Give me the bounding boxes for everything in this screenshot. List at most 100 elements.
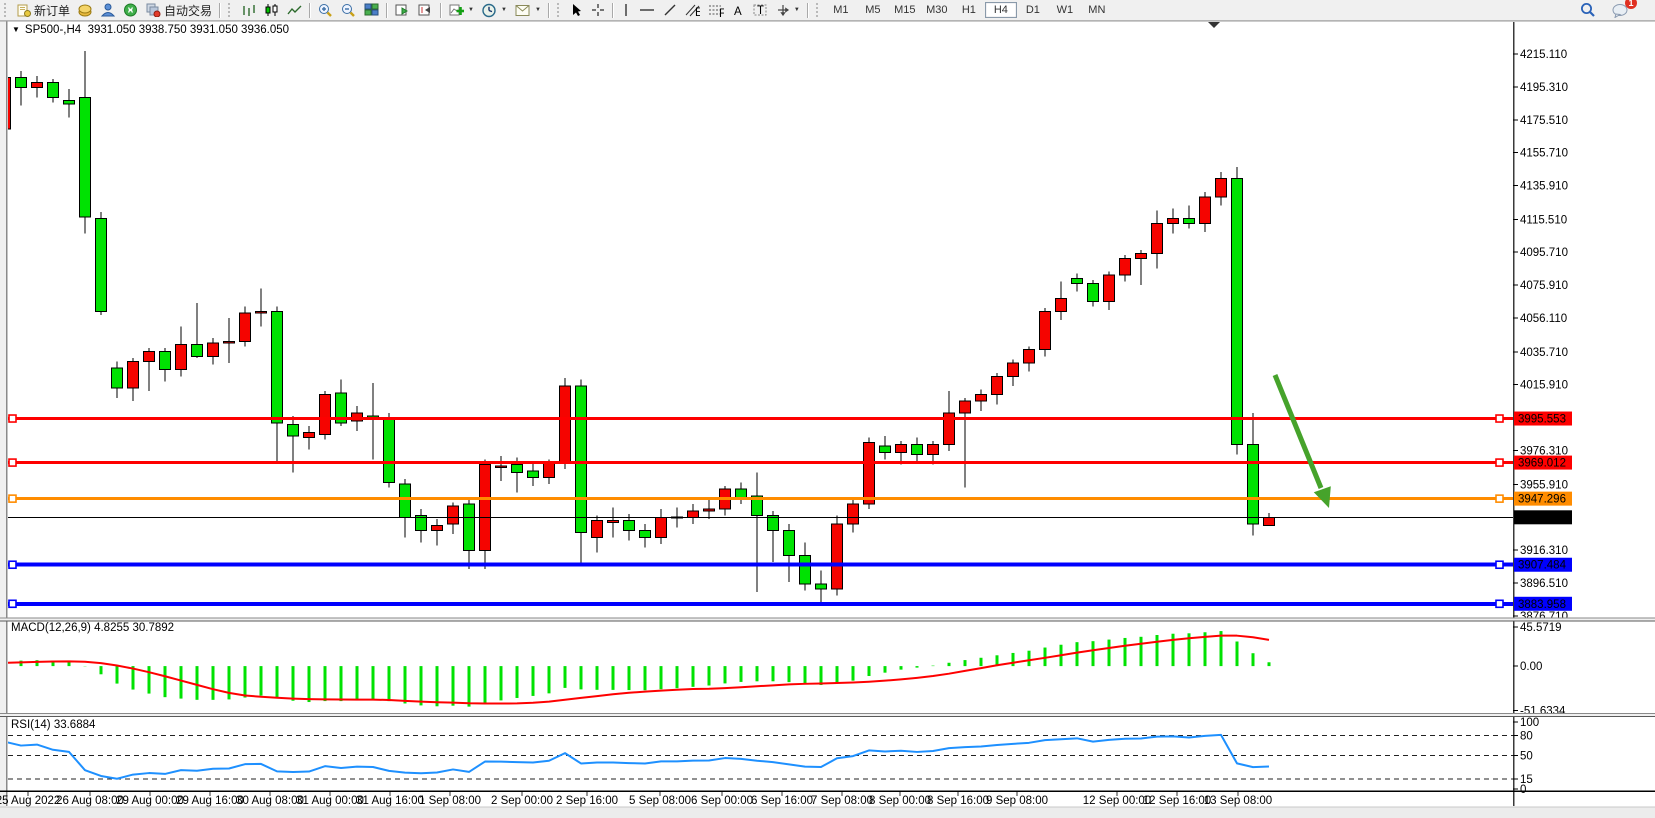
toolbar-separator bbox=[547, 2, 550, 18]
candle-body bbox=[543, 462, 555, 479]
timeframe-button-M5[interactable]: M5 bbox=[865, 4, 881, 16]
hline-handle[interactable] bbox=[1495, 458, 1504, 467]
toolbar-separator bbox=[386, 2, 389, 18]
symbol-dropdown-icon[interactable]: ▼ bbox=[12, 25, 20, 34]
accounts-button[interactable] bbox=[97, 0, 119, 20]
channel-tool-button[interactable]: E bbox=[681, 0, 704, 20]
candle-body bbox=[1119, 257, 1131, 276]
timeframe-button-D1[interactable]: D1 bbox=[1025, 4, 1040, 16]
chat-button[interactable]: 1 bbox=[1608, 0, 1637, 20]
hline-3936.050[interactable] bbox=[8, 516, 1513, 518]
new-order-button[interactable]: 新订单 bbox=[13, 0, 74, 20]
toolbar-grip[interactable] bbox=[556, 3, 563, 17]
candle-body bbox=[1247, 443, 1259, 525]
hline-3995.553[interactable] bbox=[8, 417, 1513, 421]
toolbar-grip[interactable] bbox=[228, 3, 234, 17]
toolbar-separator bbox=[806, 2, 809, 18]
price-tick-label: 3916.310 bbox=[1520, 545, 1568, 557]
signals-button[interactable] bbox=[119, 0, 142, 20]
hline-3907.484[interactable] bbox=[8, 562, 1513, 567]
candle-body bbox=[1103, 274, 1115, 303]
candle-body bbox=[399, 483, 411, 518]
hline-handle[interactable] bbox=[1495, 494, 1504, 503]
periods-button[interactable]: ▼ bbox=[478, 0, 511, 20]
indicators-button[interactable]: ▼ bbox=[445, 0, 478, 20]
time-axis-label: 2 Sep 16:00 bbox=[556, 795, 618, 807]
timeframe-button-H1[interactable]: H1 bbox=[961, 4, 976, 16]
bar-chart-button[interactable] bbox=[237, 0, 260, 20]
timeframe-button-M15[interactable]: M15 bbox=[894, 4, 916, 16]
candle-body bbox=[511, 463, 523, 474]
timeframe-button-H4[interactable]: H4 bbox=[984, 2, 1017, 18]
horizontal-line-tool-button[interactable] bbox=[635, 0, 659, 20]
toolbar-grip[interactable] bbox=[4, 3, 10, 17]
hline-handle[interactable] bbox=[8, 494, 17, 503]
hline-handle[interactable] bbox=[8, 414, 17, 423]
hline-3883.958[interactable] bbox=[8, 601, 1513, 606]
text-label-tool-button[interactable]: T bbox=[749, 0, 772, 20]
template-icon bbox=[515, 4, 531, 17]
candle-body bbox=[383, 417, 395, 484]
hline-handle[interactable] bbox=[8, 599, 17, 609]
price-tick-label: 3955.910 bbox=[1520, 479, 1568, 491]
hline-handle[interactable] bbox=[1495, 599, 1504, 609]
candle-body bbox=[815, 583, 827, 590]
candle-body bbox=[991, 375, 1003, 396]
vertical-line-tool-button[interactable] bbox=[617, 0, 635, 20]
time-axis-label: 12 Sep 16:00 bbox=[1143, 795, 1211, 807]
hline-handle[interactable] bbox=[8, 458, 17, 467]
autotrade-button[interactable]: 自动交易 bbox=[142, 0, 216, 20]
arrows-tool-button[interactable]: ▼ bbox=[772, 0, 804, 20]
fibonacci-tool-button[interactable]: F bbox=[704, 0, 728, 20]
text-tool-button[interactable]: A bbox=[728, 0, 749, 20]
chart-shift-marker[interactable] bbox=[1208, 22, 1220, 28]
hline-handle[interactable] bbox=[1495, 560, 1504, 570]
cursor-tool-button[interactable] bbox=[566, 0, 587, 20]
svg-text:F: F bbox=[719, 8, 724, 17]
hline-3947.296[interactable] bbox=[8, 497, 1513, 501]
timeframe-button-MN[interactable]: MN bbox=[1088, 4, 1106, 16]
notification-badge: 1 bbox=[1625, 0, 1637, 9]
tile-windows-button[interactable] bbox=[360, 0, 383, 20]
timeframe-button-M1[interactable]: M1 bbox=[833, 4, 849, 16]
candle-body bbox=[1199, 196, 1211, 225]
candlestick-chart-button[interactable] bbox=[260, 0, 283, 20]
candle-body bbox=[303, 432, 315, 439]
hline-handle[interactable] bbox=[1495, 414, 1504, 423]
svg-text:3969.012: 3969.012 bbox=[1518, 458, 1566, 470]
time-axis-label: 25 Aug 2022 bbox=[0, 795, 60, 807]
candle-body bbox=[1055, 297, 1067, 313]
chart-shift-icon bbox=[418, 3, 433, 17]
hline-handle[interactable] bbox=[8, 560, 17, 570]
hline-3969.012[interactable] bbox=[8, 461, 1513, 465]
main-toolbar: 新订单 自动交易 bbox=[0, 0, 1655, 21]
candle-body bbox=[335, 392, 347, 424]
market-watch-button[interactable] bbox=[74, 0, 97, 20]
trendline-tool-button[interactable] bbox=[659, 0, 681, 20]
search-button[interactable] bbox=[1576, 0, 1600, 20]
candle-body bbox=[143, 350, 155, 362]
zoom-out-button[interactable] bbox=[337, 0, 360, 20]
time-axis-label: 1 Sep 08:00 bbox=[419, 795, 481, 807]
candle-body bbox=[1007, 362, 1019, 377]
candle-body bbox=[1215, 178, 1227, 198]
auto-scroll-button[interactable] bbox=[391, 0, 414, 20]
candle-body bbox=[927, 443, 939, 455]
candle-body bbox=[351, 412, 363, 422]
timeframe-button-W1[interactable]: W1 bbox=[1056, 4, 1074, 16]
line-chart-button[interactable] bbox=[283, 0, 306, 20]
toolbar-grip[interactable] bbox=[815, 3, 822, 17]
chart-shift-button[interactable] bbox=[414, 0, 437, 20]
crosshair-tool-button[interactable] bbox=[587, 0, 609, 20]
candle-body bbox=[271, 311, 283, 424]
zoom-out-icon bbox=[341, 3, 356, 18]
arrow-annotation[interactable] bbox=[1272, 374, 1331, 508]
candle-body bbox=[703, 508, 715, 512]
candle-body bbox=[1135, 252, 1147, 259]
timeframe-button-M30[interactable]: M30 bbox=[926, 4, 948, 16]
candle-body bbox=[895, 443, 907, 454]
zoom-in-button[interactable] bbox=[314, 0, 337, 20]
candle-body bbox=[655, 516, 667, 538]
templates-button[interactable]: ▼ bbox=[511, 0, 545, 20]
